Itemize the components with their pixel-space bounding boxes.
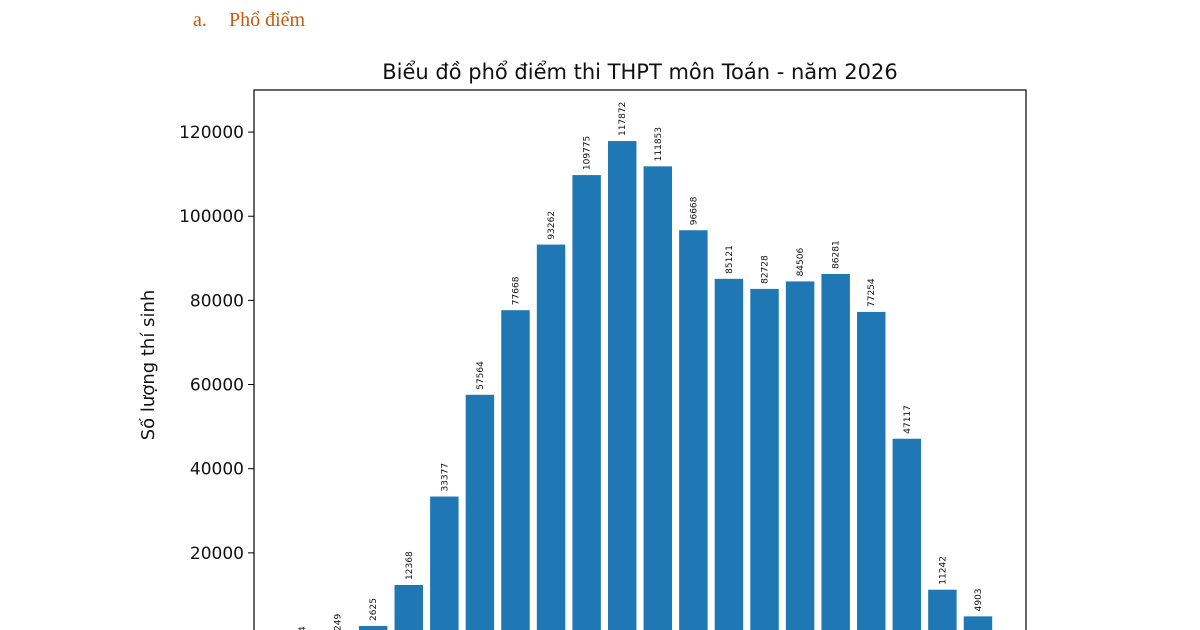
y-tick-label: 120000: [179, 123, 244, 143]
bar: [536, 244, 566, 630]
data-label: 33377: [440, 463, 450, 492]
data-label: 86281: [832, 240, 842, 269]
bar: [963, 616, 993, 630]
bar: [679, 230, 708, 630]
chart-title: Biểu đồ phổ điểm thi THPT môn Toán - năm…: [382, 60, 897, 84]
bar: [465, 394, 495, 630]
plot: 0 20000 40000 60000 80000 100000 120000 4 249 262…: [179, 102, 993, 630]
y-tick-label: 20000: [190, 544, 244, 564]
data-label: 109775: [583, 136, 593, 170]
data-label: 249: [334, 614, 344, 630]
data-label: 4: [298, 626, 308, 630]
bar: [572, 175, 601, 630]
bar: [430, 496, 459, 630]
bar: [785, 281, 815, 630]
data-label: 12368: [405, 551, 415, 580]
y-tick-label: 40000: [190, 460, 244, 480]
section-marker: a.: [193, 9, 207, 31]
bar: [501, 310, 530, 630]
bar: [714, 278, 744, 630]
data-label: 111853: [654, 127, 664, 161]
bar: [928, 589, 957, 630]
data-label: 2625: [369, 598, 379, 621]
data-label: 96668: [689, 196, 699, 225]
bar: [358, 625, 388, 630]
bar: [892, 438, 922, 630]
bar: [607, 141, 637, 630]
data-label: 77668: [511, 276, 521, 305]
bar: [857, 311, 886, 630]
axes-frame: [253, 89, 1027, 630]
y-tick-label: 80000: [190, 291, 244, 311]
data-label: 47117: [903, 405, 913, 434]
data-label: 4903: [974, 588, 984, 611]
data-label: 117872: [618, 102, 628, 136]
bar: [643, 166, 673, 630]
bar: [821, 273, 850, 630]
data-label: 77254: [867, 278, 877, 307]
data-label: 85121: [725, 245, 735, 274]
bar: [750, 288, 779, 630]
y-tick-label: 100000: [179, 207, 244, 227]
y-axis-label: Số lượng thí sinh: [138, 290, 159, 441]
y-tick-label: 0: [233, 628, 244, 630]
data-label: 82728: [761, 255, 771, 284]
data-label: 93262: [547, 211, 557, 240]
bar: [394, 584, 423, 630]
section-title: Phổ điểm: [229, 9, 306, 31]
data-label: 57564: [476, 361, 486, 390]
data-label: 11242: [938, 556, 948, 585]
data-label: 84506: [796, 248, 806, 277]
y-tick-label: 60000: [190, 376, 244, 396]
